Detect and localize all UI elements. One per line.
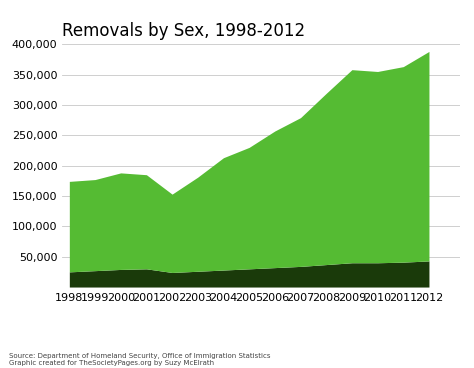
Text: Source: Department of Homeland Security, Office of Immigration Statistics
Graphi: Source: Department of Homeland Security,…: [9, 353, 271, 366]
Text: Removals by Sex, 1998-2012: Removals by Sex, 1998-2012: [62, 22, 305, 40]
Text: Males: Males: [434, 92, 473, 105]
Text: Females: Females: [434, 270, 474, 283]
